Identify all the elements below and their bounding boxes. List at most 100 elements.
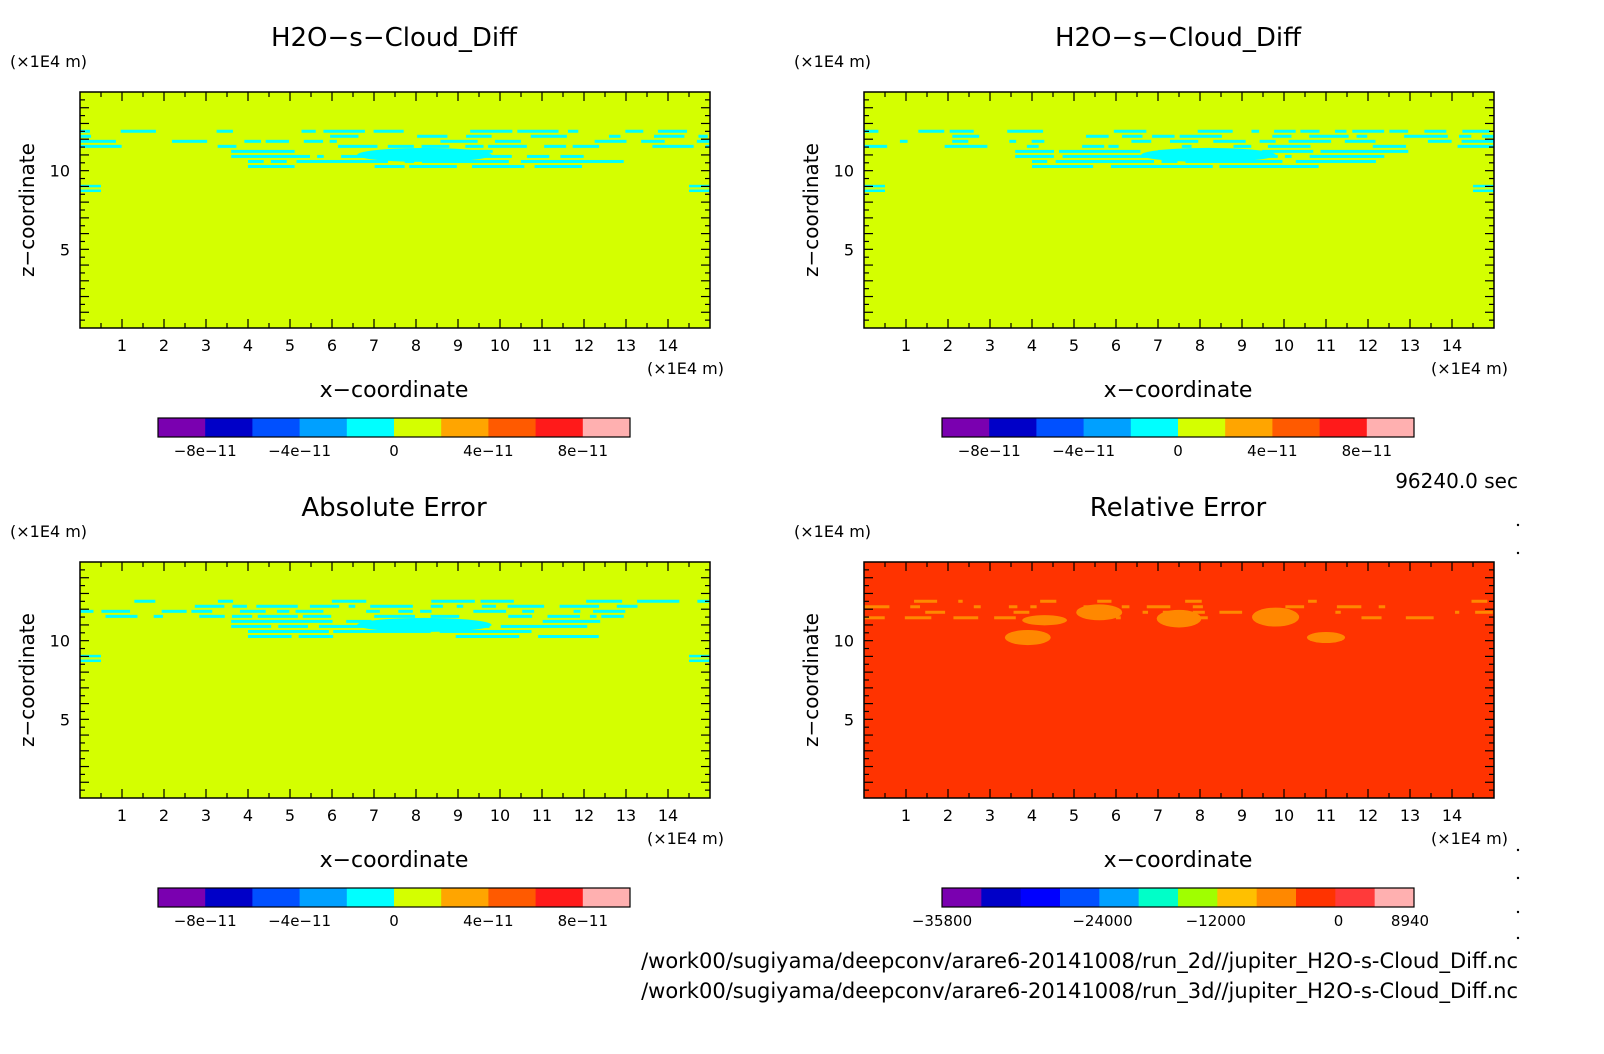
x-tick-label: 7	[369, 336, 379, 355]
cyan-contour	[374, 165, 405, 169]
cyan-contour	[520, 159, 624, 163]
cyan-contour	[526, 154, 550, 158]
cyan-contour	[409, 165, 457, 169]
cyan-contour	[530, 134, 567, 138]
x-tick-label: 8	[1195, 806, 1205, 825]
cyan-contour	[1122, 134, 1143, 138]
colorbar-swatch	[488, 888, 537, 907]
colorbar-swatch	[1374, 888, 1415, 907]
x-tick-label: 12	[1358, 806, 1378, 825]
cyan-contour	[456, 604, 464, 608]
x-tick-label: 7	[1153, 806, 1163, 825]
x-tick-label: 3	[985, 806, 995, 825]
cyan-contour	[398, 609, 413, 613]
cyan-contour	[697, 599, 710, 603]
chart-title: H2O−s−Cloud_Diff	[271, 23, 518, 53]
cyan-contour	[473, 609, 507, 613]
cyan-contour	[1219, 165, 1319, 169]
cyan-contour	[522, 609, 535, 613]
cyan-contour	[637, 599, 680, 603]
orange-contour	[864, 616, 885, 620]
cyan-contour	[918, 129, 945, 133]
cyan-contour	[194, 604, 225, 608]
file-path-1: /work00/sugiyama/deepconv/arare6-2014100…	[641, 949, 1518, 974]
cyan-contour	[231, 624, 272, 628]
x-tick-label: 11	[1316, 806, 1336, 825]
colorbar-tick-label: −12000	[1186, 912, 1246, 930]
cyan-contour	[952, 134, 980, 138]
orange-contour	[904, 616, 932, 620]
cyan-contour	[421, 144, 450, 148]
orange-contour	[1405, 616, 1434, 620]
x-tick-label: 6	[327, 336, 337, 355]
colorbar-swatch	[1296, 888, 1336, 907]
cyan-contour	[440, 139, 478, 143]
cyan-contour	[421, 159, 509, 163]
separator-dot	[1516, 876, 1520, 880]
colorbar-swatch	[252, 888, 301, 907]
cyan-contour	[430, 614, 460, 618]
x-tick-label: 6	[327, 806, 337, 825]
time-label: 96240.0 sec	[1395, 469, 1518, 493]
x-tick-label: 2	[943, 336, 953, 355]
cyan-contour	[248, 635, 292, 639]
orange-contour	[925, 610, 946, 614]
orange-blob	[1306, 631, 1346, 644]
cyan-contour	[696, 139, 710, 143]
cyan-edge	[80, 189, 101, 193]
cyan-contour	[625, 129, 644, 133]
cyan-contour	[586, 599, 623, 603]
cyan-contour	[1009, 139, 1017, 143]
colorbar-tick-label: −8e−11	[958, 442, 1021, 460]
colorbar-swatch	[394, 418, 442, 437]
x-tick-label: 1	[901, 806, 911, 825]
cyan-contour	[439, 629, 532, 633]
cyan-contour	[1032, 159, 1048, 163]
colorbar-tick-label: 0	[1173, 442, 1183, 460]
cyan-contour	[301, 129, 316, 133]
cyan-contour	[105, 614, 138, 618]
colorbar-frame	[941, 887, 1415, 908]
cyan-contour	[1404, 134, 1448, 138]
x-tick-label: 13	[1400, 336, 1420, 355]
cyan-contour	[1334, 129, 1347, 133]
colorbar-swatch	[158, 888, 206, 907]
chart-panel-3: Absolute Error(×1E4 m)1 2 3 4 5 6 7 8 9 10 11 12 13 1…	[10, 493, 724, 930]
cyan-contour	[1288, 139, 1332, 143]
orange-contour	[1115, 616, 1121, 620]
colorbar-tick-label: 8e−11	[1342, 442, 1392, 460]
cyan-edge	[864, 184, 885, 188]
colorbar-swatch	[1060, 888, 1100, 907]
x-axis-label: x−coordinate	[320, 848, 469, 873]
x-tick-label: 11	[532, 806, 552, 825]
cyan-contour	[80, 144, 122, 148]
cyan-contour	[899, 139, 908, 143]
chart-panel-4: Relative Error(×1E4 m)1 2 3 4 5 6 7 8 9 10 11 12 13 1…	[794, 493, 1508, 930]
orange-contour	[1013, 610, 1030, 614]
cyan-contour	[1026, 144, 1039, 148]
colorbar-tick-label: 8940	[1391, 912, 1429, 930]
x-tick-label: 12	[574, 806, 594, 825]
cyan-contour	[1233, 144, 1252, 148]
cyan-contour	[1113, 129, 1147, 133]
x-tick-label: 12	[574, 336, 594, 355]
x-tick-label: 5	[285, 336, 295, 355]
x-tick-label: 10	[1274, 336, 1294, 355]
colorbar-swatch	[1272, 418, 1321, 437]
x-tick-label: 2	[159, 806, 169, 825]
colorbar-tick-label: 8e−11	[558, 912, 608, 930]
cyan-contour	[257, 614, 298, 618]
cyan-contour	[232, 604, 247, 608]
colorbar-swatch	[158, 418, 206, 437]
cyan-edge	[80, 184, 101, 188]
cyan-contour	[538, 635, 599, 639]
cyan-contour	[1169, 139, 1199, 143]
cyan-contour	[298, 635, 334, 639]
colorbar-swatch	[1036, 418, 1085, 437]
cyan-contour	[1267, 144, 1311, 148]
cyan-contour	[374, 614, 416, 618]
cyan-contour	[494, 139, 521, 143]
cyan-contour	[323, 129, 365, 133]
cyan-contour	[1459, 134, 1472, 138]
